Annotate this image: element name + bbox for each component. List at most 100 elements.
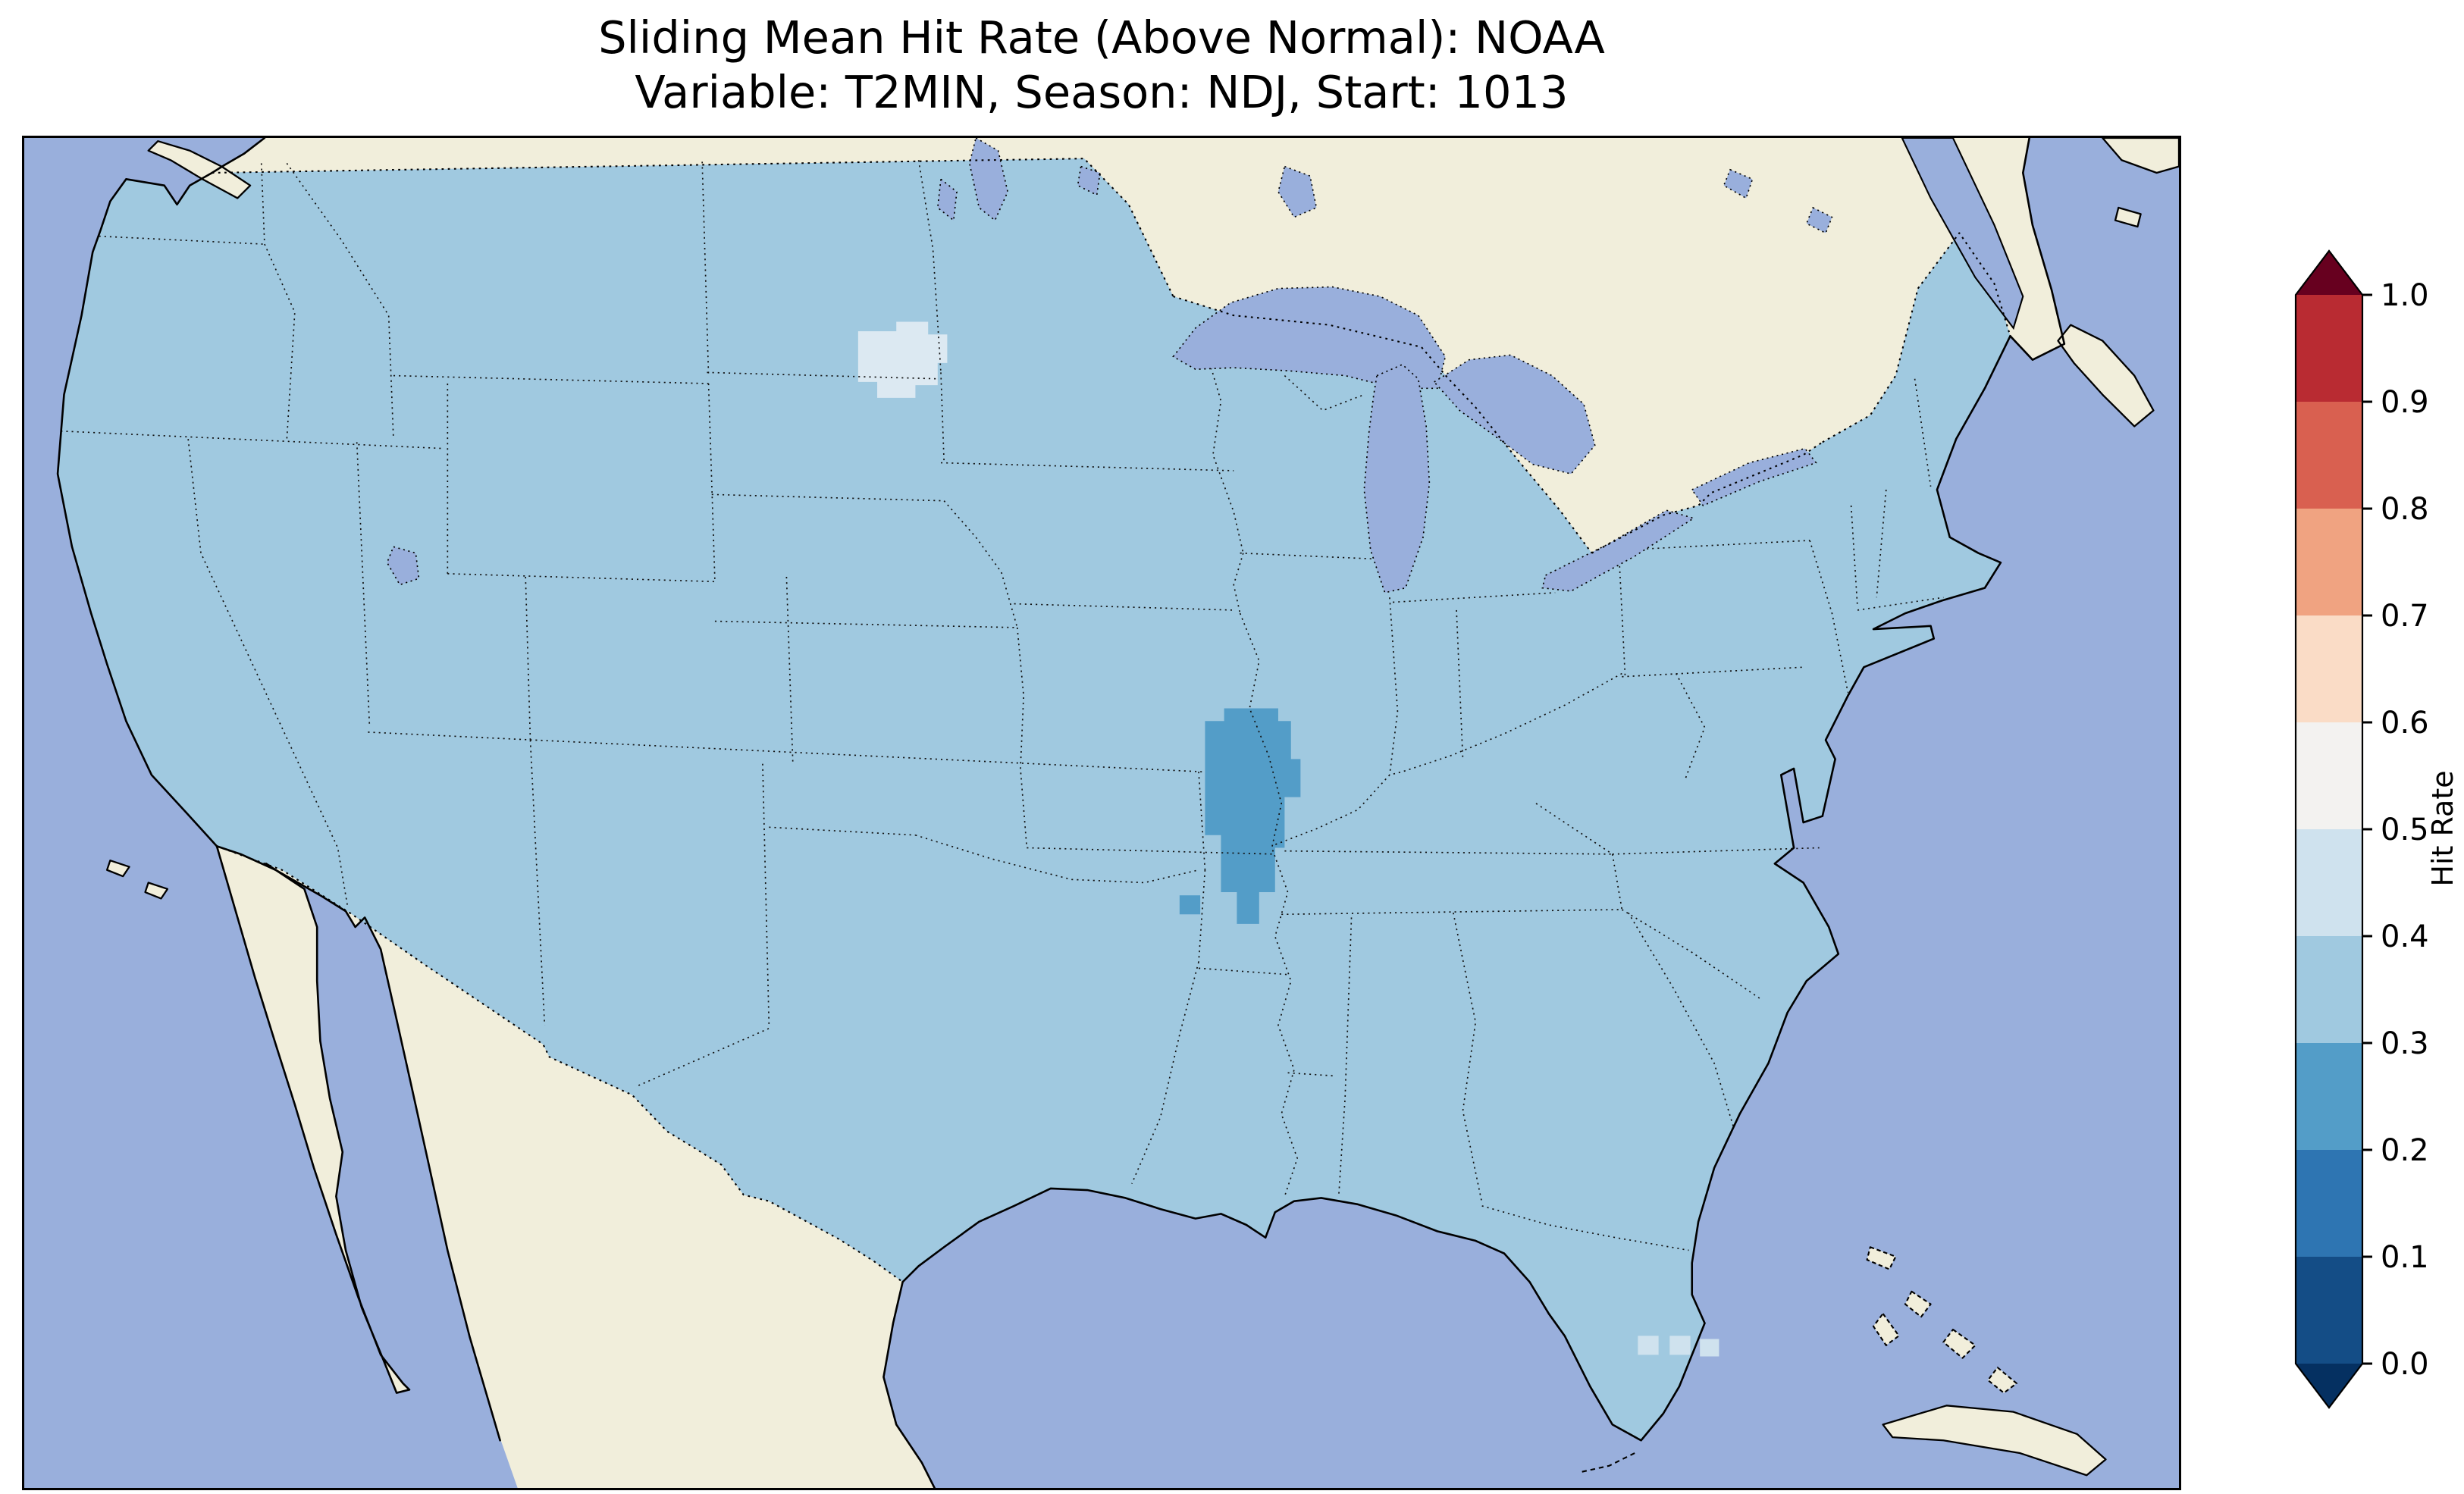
state-border-line [707,383,716,582]
state-border-line [638,1028,770,1086]
colorbar-tick-label: 0.1 [2381,1240,2429,1275]
state-border-line [1876,489,1887,598]
bahamas-islands [1866,1246,2017,1394]
chart-title-line2: Variable: T2MIN, Season: NDJ, Start: 101… [635,66,1569,118]
state-border-line [1198,772,1206,870]
state-border-line [1612,847,1820,855]
data-cell [1700,1339,1719,1357]
small-canadian-lake [1805,206,1833,234]
data-patch-north-dakota [857,321,948,398]
canada-coastline-east [2009,138,2066,361]
state-border-line [1857,597,1944,611]
colorbar-svg: 1.0 0.9 0.8 0.7 0.6 0.5 0.4 0.3 0.2 0.1 … [2294,249,2429,1409]
lake-ontario [1691,447,1817,507]
state-border-line [1198,967,1288,976]
state-border-line [762,763,770,1026]
lake-nipigon [1277,165,1318,218]
state-border-line [393,374,709,384]
bahamas-island [1866,1246,1897,1270]
chart-title: Sliding Mean Hit Rate (Above Normal): NO… [0,11,2203,120]
data-cells-florida-keys [1638,1336,1719,1357]
state-border-line [711,493,945,502]
colorbar: 1.0 0.9 0.8 0.7 0.6 0.5 0.4 0.3 0.2 0.1 … [2273,246,2455,1414]
us-conus-region [58,158,2011,1441]
state-border-line [1284,850,1613,855]
state-border-line [1809,540,1849,693]
state-border-line [1281,909,1619,916]
nova-scotia [2057,324,2155,428]
bahamas-island [1872,1313,1900,1346]
us-canada-border [212,158,1174,297]
colorbar-tick-label: 0.0 [2381,1347,2429,1382]
state-border-line [99,235,263,245]
state-border-line [1625,540,1810,551]
data-cell-arkansas [1179,895,1201,915]
colorbar-segment [2296,1150,2362,1257]
state-border-line [1628,912,1735,1127]
canada-landmass [212,138,2064,553]
colorbar-tick-label: 0.6 [2381,706,2429,741]
state-border-line [1611,853,1623,910]
great-salt-lake [386,546,420,586]
conus-map [24,138,2179,1488]
colorbar-tick-label: 0.7 [2381,599,2429,634]
colorbar-extend-max-triangle [2296,251,2362,295]
colorbar-tick-label: 0.8 [2381,492,2429,527]
data-cell [1669,1336,1691,1355]
data-cell [1638,1336,1659,1355]
florida-keys-line [1580,1452,1635,1474]
data-patch-missouri [1205,708,1301,924]
state-border-line [1914,378,1932,487]
state-border-line [1239,612,1299,1197]
state-border-line [447,573,715,583]
chart-title-line1: Sliding Mean Hit Rate (Above Normal): NO… [598,11,1605,64]
colorbar-tick-labels: 1.0 0.9 0.8 0.7 0.6 0.5 0.4 0.3 0.2 0.1 … [2381,278,2429,1382]
newfoundland [2102,138,2179,174]
colorbar-tick-label: 0.2 [2381,1133,2429,1168]
state-border-line [1027,847,1275,855]
colorbar-segment [2296,936,2362,1043]
us-mexico-border [216,845,904,1283]
state-border-line [1274,672,1622,846]
state-border-line [1481,1205,1689,1251]
bahamas-island [1904,1290,1932,1318]
st-lawrence-water [1901,138,2024,330]
colorbar-tick-label: 0.4 [2381,919,2429,954]
colorbar-segment [2296,829,2362,936]
small-canadian-lake [1723,168,1754,199]
colorbar-segment [2296,402,2362,509]
lake-manitoba [936,177,958,222]
colorbar-segment [2296,509,2362,615]
state-border-line [1675,673,1706,778]
colorbar-extend-min-triangle [2296,1364,2362,1408]
state-border-line [1233,553,1244,614]
state-border-line [356,442,371,728]
baja-coastline [215,845,411,1394]
state-border-line [525,577,531,741]
state-border-line [701,161,710,376]
state-border-line [1393,592,1556,603]
us-canada-border-lakes [1173,232,2011,554]
state-border-line [529,740,546,1026]
lake-michigan [1363,363,1431,594]
state-border-line [940,462,1234,471]
state-border-line [61,430,445,449]
channel-island [144,882,169,900]
lake-winnipeg [968,138,1009,222]
us-coastline-gulf-atlantic [901,334,2011,1442]
colorbar-tick-label: 0.9 [2381,385,2429,420]
state-border-line [1456,609,1464,760]
state-border-line [707,371,938,380]
channel-islands [105,860,169,900]
state-border-line [1198,869,1206,963]
bahamas-island [1942,1328,1977,1359]
cuba [1882,1405,2107,1477]
us-coastline-west [56,171,218,847]
bahamas-island [1987,1367,2017,1394]
state-border-line [1389,597,1399,775]
canada-coastline-west [211,138,266,174]
state-border-line [917,160,942,373]
state-borders [61,160,1944,1251]
state-border-line [1284,374,1365,412]
